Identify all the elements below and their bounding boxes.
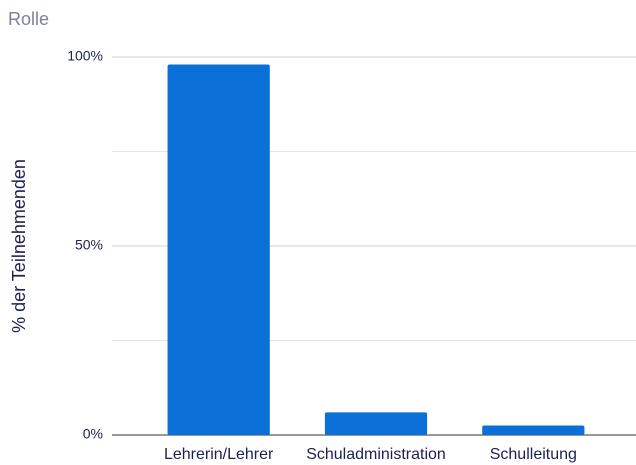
x-tick-label: Lehrerin/Lehrer: [164, 446, 274, 463]
chart-title: Rolle: [8, 9, 49, 29]
bar: [324, 412, 428, 435]
y-tick-label: 100%: [67, 48, 103, 64]
x-tick-label: Schuladministration: [306, 446, 446, 463]
y-tick-label: 0%: [83, 426, 103, 442]
bar: [167, 64, 270, 435]
x-tick-label: Schulleitung: [490, 446, 577, 463]
bar: [482, 425, 585, 435]
y-axis-label: % der Teilnehmenden: [9, 159, 29, 333]
y-tick-label: 50%: [75, 237, 103, 253]
